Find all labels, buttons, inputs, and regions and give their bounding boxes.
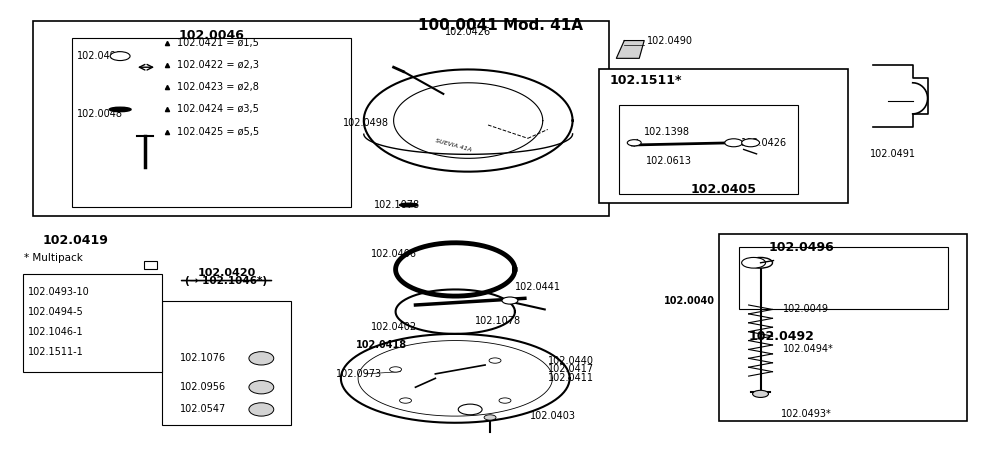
Text: 102.0494*: 102.0494* <box>783 344 834 355</box>
Text: (→ 102.1046*): (→ 102.1046*) <box>185 276 268 286</box>
FancyBboxPatch shape <box>72 38 351 207</box>
Text: 102.0424 = ø3,5: 102.0424 = ø3,5 <box>177 104 259 114</box>
Text: 102.0425 = ø5,5: 102.0425 = ø5,5 <box>177 126 259 137</box>
Text: * Multipack: * Multipack <box>24 253 83 263</box>
Text: 102.0402: 102.0402 <box>371 322 417 332</box>
Circle shape <box>627 140 641 146</box>
Text: 102.0493*: 102.0493* <box>781 409 832 419</box>
Circle shape <box>749 257 772 268</box>
Text: 102.0440: 102.0440 <box>548 356 594 365</box>
Text: 102.0420: 102.0420 <box>197 268 256 279</box>
Ellipse shape <box>249 403 274 416</box>
Text: 102.0491: 102.0491 <box>870 149 916 159</box>
FancyBboxPatch shape <box>144 261 157 269</box>
Text: 102.0498: 102.0498 <box>343 118 389 128</box>
Text: 102.0613: 102.0613 <box>646 156 692 166</box>
Text: 102.0049: 102.0049 <box>783 305 829 315</box>
Text: 102.0441: 102.0441 <box>515 282 561 292</box>
Text: 102.1511-1: 102.1511-1 <box>28 347 83 357</box>
FancyBboxPatch shape <box>162 301 291 425</box>
Circle shape <box>742 139 760 147</box>
Circle shape <box>110 52 130 61</box>
Text: 102.0405: 102.0405 <box>691 183 757 196</box>
Text: 102.0423 = ø2,8: 102.0423 = ø2,8 <box>177 82 259 92</box>
Circle shape <box>742 257 766 268</box>
Circle shape <box>499 398 511 403</box>
Text: 102.0422 = ø2,3: 102.0422 = ø2,3 <box>177 60 259 70</box>
Text: 102.0492: 102.0492 <box>749 330 814 343</box>
Text: 102.0547: 102.0547 <box>180 405 226 414</box>
FancyBboxPatch shape <box>619 105 798 194</box>
Ellipse shape <box>400 203 417 207</box>
Text: 102.1046-1: 102.1046-1 <box>28 327 83 337</box>
Ellipse shape <box>109 107 131 112</box>
Text: 102.0499: 102.0499 <box>77 51 123 61</box>
Circle shape <box>753 390 768 397</box>
Circle shape <box>484 415 496 420</box>
Text: 100.0041 Mod. 41A: 100.0041 Mod. 41A <box>418 18 582 33</box>
FancyBboxPatch shape <box>599 69 848 203</box>
Circle shape <box>725 139 743 147</box>
FancyBboxPatch shape <box>719 234 967 421</box>
Text: 102.1078: 102.1078 <box>374 200 420 210</box>
Text: 102.0956: 102.0956 <box>180 382 226 392</box>
Text: 102.0406: 102.0406 <box>371 249 417 259</box>
Polygon shape <box>616 40 644 58</box>
FancyBboxPatch shape <box>33 21 609 216</box>
FancyBboxPatch shape <box>739 247 948 310</box>
FancyBboxPatch shape <box>23 274 162 372</box>
Text: 102.0426: 102.0426 <box>741 138 787 148</box>
Text: 102.1078: 102.1078 <box>475 315 521 325</box>
Text: 102.0403: 102.0403 <box>530 411 576 421</box>
Text: 102.0040: 102.0040 <box>664 296 715 306</box>
Text: 102.0973: 102.0973 <box>336 369 382 379</box>
Text: 102.0419: 102.0419 <box>43 234 108 247</box>
Text: 102.1076: 102.1076 <box>180 353 226 363</box>
Text: 102.0490: 102.0490 <box>647 36 693 45</box>
Text: 102.0493-10: 102.0493-10 <box>28 287 89 297</box>
Circle shape <box>458 404 482 415</box>
Text: 102.0411: 102.0411 <box>548 374 594 383</box>
Circle shape <box>400 398 411 403</box>
Circle shape <box>489 358 501 363</box>
Text: 102.0421 = ø1,5: 102.0421 = ø1,5 <box>177 38 259 48</box>
Text: 102.0426: 102.0426 <box>445 27 491 36</box>
Text: 102.1511*: 102.1511* <box>609 74 682 87</box>
Text: 102.0496: 102.0496 <box>769 241 834 253</box>
Text: 102.0418: 102.0418 <box>356 340 407 350</box>
Text: SUEVIA 41A: SUEVIA 41A <box>435 138 472 152</box>
Circle shape <box>390 367 402 372</box>
Circle shape <box>502 297 518 304</box>
Ellipse shape <box>249 381 274 394</box>
Text: 102.0417: 102.0417 <box>548 364 594 374</box>
Text: 102.0048: 102.0048 <box>77 109 123 119</box>
Text: 102.1398: 102.1398 <box>644 126 690 137</box>
Text: 102.0046: 102.0046 <box>179 29 245 42</box>
Ellipse shape <box>249 351 274 365</box>
Text: 102.0494-5: 102.0494-5 <box>28 307 83 317</box>
